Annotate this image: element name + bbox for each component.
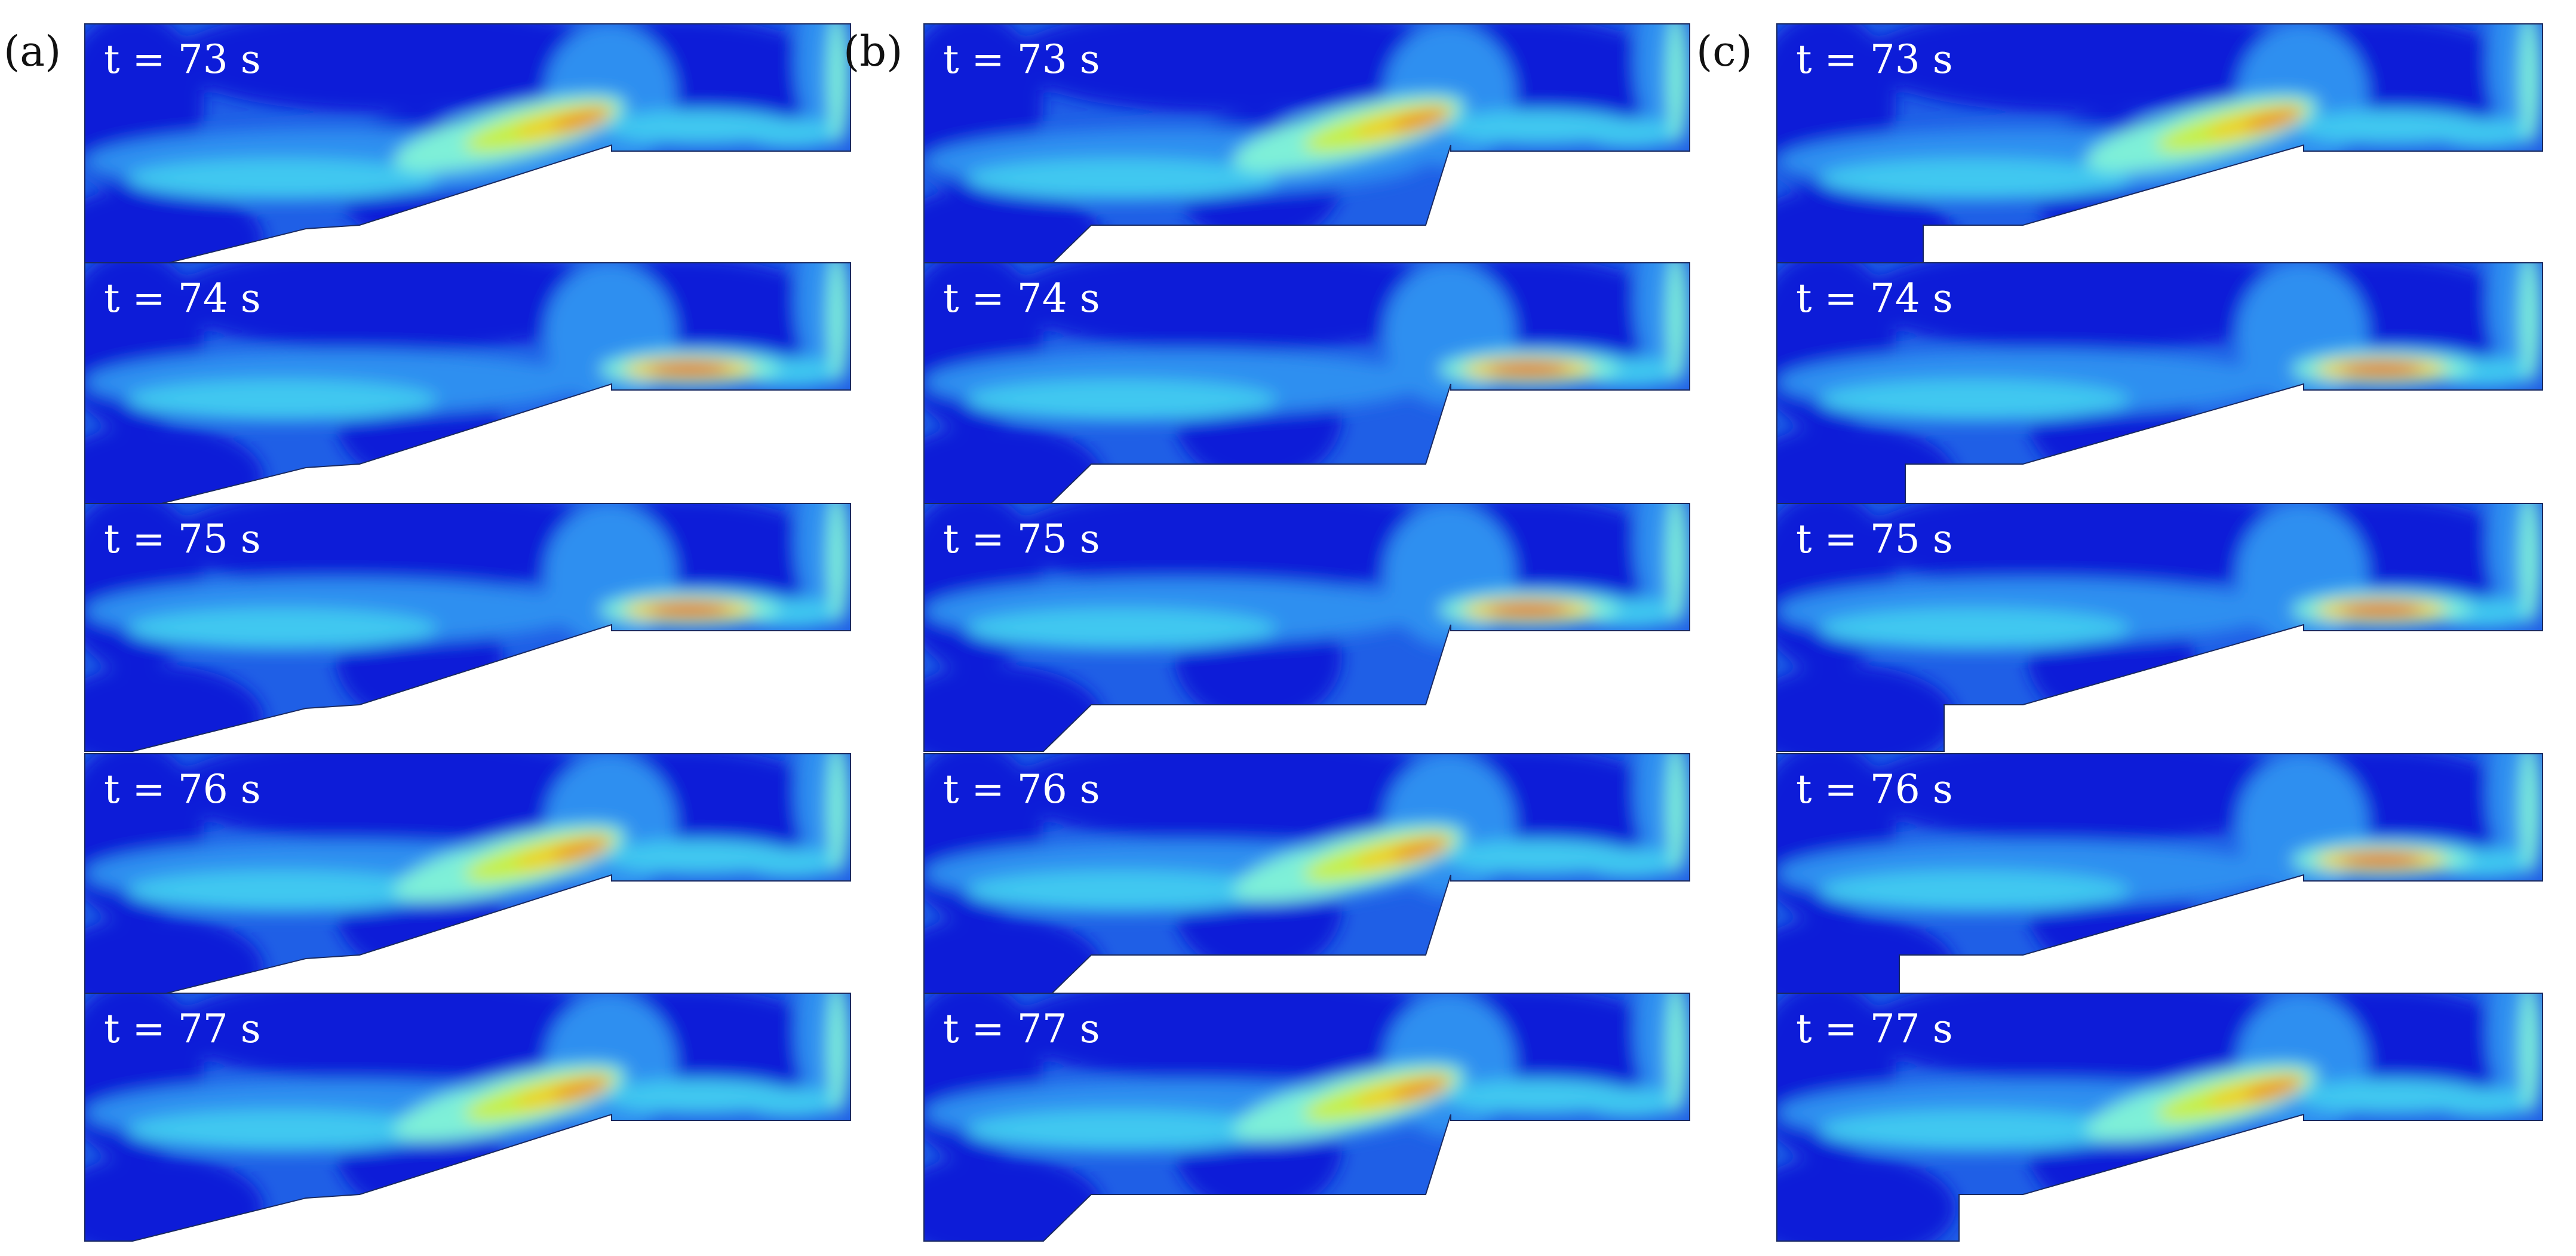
contour-panel-2-2: t = 75 s [1776,503,2543,752]
time-label-0-0: t = 73 s [104,36,261,82]
contour-panel-0-3: t = 76 s [84,753,851,1002]
time-label-2-1: t = 74 s [1796,275,1953,321]
contour-panel-1-1: t = 74 s [923,262,1690,511]
time-label-1-3: t = 76 s [943,766,1100,812]
time-label-0-4: t = 77 s [104,1006,261,1052]
contour-panel-2-1: t = 74 s [1776,262,2543,511]
time-label-0-1: t = 74 s [104,275,261,321]
time-label-1-2: t = 75 s [943,516,1100,562]
contour-panel-1-3: t = 76 s [923,753,1690,1002]
time-label-1-4: t = 77 s [943,1006,1100,1052]
contour-panel-1-0: t = 73 s [923,23,1690,272]
column-label-2: (c) [1696,27,1752,76]
time-label-0-3: t = 76 s [104,766,261,812]
contour-panel-2-4: t = 77 s [1776,993,2543,1242]
time-label-1-1: t = 74 s [943,275,1100,321]
time-label-0-2: t = 75 s [104,516,261,562]
time-label-2-2: t = 75 s [1796,516,1953,562]
contour-panel-1-4: t = 77 s [923,993,1690,1242]
contour-panel-0-2: t = 75 s [84,503,851,752]
contour-panel-2-3: t = 76 s [1776,753,2543,1002]
contour-panel-0-0: t = 73 s [84,23,851,272]
time-label-2-3: t = 76 s [1796,766,1953,812]
column-label-1: (b) [843,27,902,76]
contour-panel-2-0: t = 73 s [1776,23,2543,272]
time-label-1-0: t = 73 s [943,36,1100,82]
contour-panel-1-2: t = 75 s [923,503,1690,752]
time-label-2-4: t = 77 s [1796,1006,1953,1052]
contour-panel-0-4: t = 77 s [84,993,851,1242]
column-label-0: (a) [4,27,61,76]
time-label-2-0: t = 73 s [1796,36,1953,82]
contour-panel-0-1: t = 74 s [84,262,851,511]
